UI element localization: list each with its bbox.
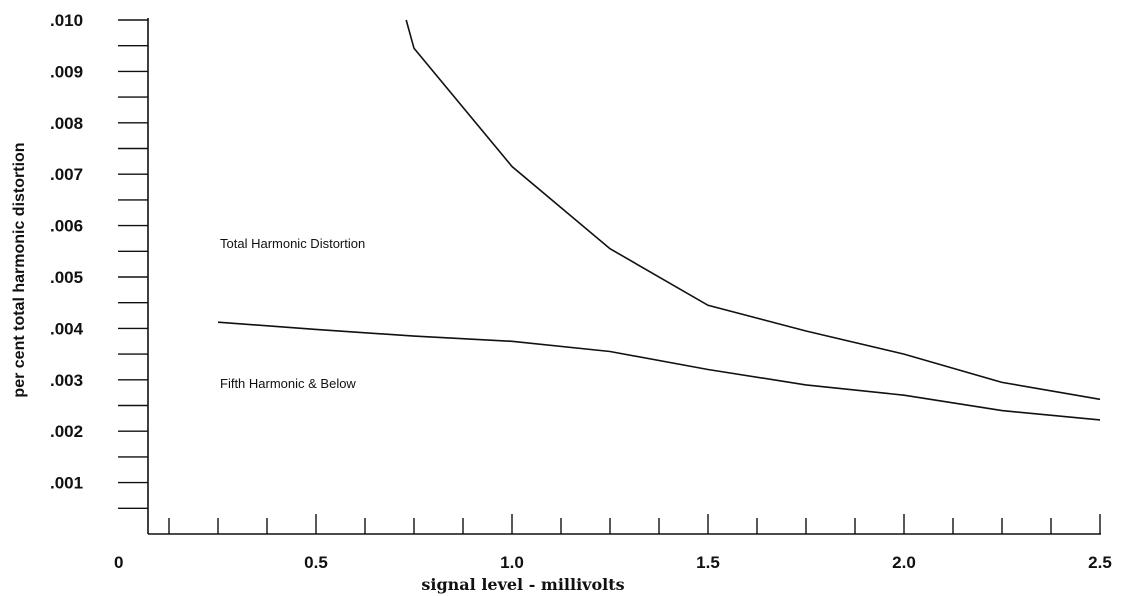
- x-tick-label: 1.5: [696, 553, 720, 572]
- series-lines: [217, 19, 1101, 421]
- x-tick-label: 2.0: [892, 553, 916, 572]
- x-tick-label: 0.5: [304, 553, 328, 572]
- y-tick-label: .003: [50, 371, 83, 390]
- y-tick-label: .008: [50, 114, 83, 133]
- x-axis-label: signal level - millivolts: [421, 575, 624, 594]
- series-fifth-harmonic-and-below: [217, 321, 1101, 421]
- y-axis-ticks: .010 .009 .008 .007 .006 .005 .004 .003 .002 .001: [50, 11, 148, 509]
- x-tick-label: 0: [114, 553, 123, 572]
- y-tick-label: .007: [50, 165, 83, 184]
- annotation-fifth-harmonic: Fifth Harmonic & Below: [220, 376, 356, 391]
- x-axis-ticks: 0 0.5 1.0 1.5 2.0 2.5: [114, 514, 1112, 572]
- y-tick-label: .002: [50, 422, 83, 441]
- annotation-total-harmonic-distortion: Total Harmonic Distortion: [220, 236, 365, 251]
- series-total-harmonic-distortion: [405, 19, 1101, 401]
- y-tick-label: .006: [50, 217, 83, 236]
- y-axis-label: per cent total harmonic distortion: [11, 142, 28, 397]
- y-tick-label: .009: [50, 62, 83, 81]
- x-tick-label: 2.5: [1088, 553, 1112, 572]
- y-tick-label: .001: [50, 474, 83, 493]
- y-tick-label: .005: [50, 268, 83, 287]
- x-tick-label: 1.0: [500, 553, 524, 572]
- y-tick-label: .010: [50, 11, 83, 30]
- y-tick-label: .004: [50, 319, 84, 338]
- axes: [147, 18, 1101, 535]
